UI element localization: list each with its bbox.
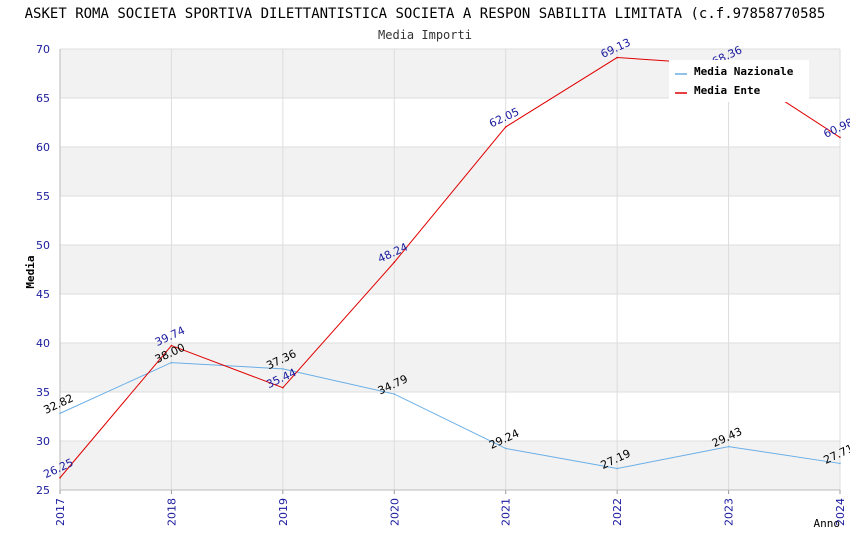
chart-title: ASKET ROMA SOCIETA SPORTIVA DILETTANTIST… xyxy=(25,6,826,22)
series-line-0 xyxy=(59,362,841,470)
x-tick-label: 2024 xyxy=(834,498,847,526)
data-point xyxy=(393,393,396,395)
tick-labels: 25 30 35 40 45 50 55 60 65 70 2017 2018 2019 2020 2021… xyxy=(36,43,847,526)
x-tick-label: 2021 xyxy=(500,498,513,526)
gridlines xyxy=(59,48,841,491)
legend-label-ente: Media Ente xyxy=(694,84,761,97)
y-tick-label: 40 xyxy=(36,337,50,350)
x-tick-label: 2020 xyxy=(388,498,401,526)
data-point xyxy=(282,368,284,370)
axes xyxy=(59,49,841,494)
y-tick-label: 25 xyxy=(36,484,50,497)
data-point xyxy=(393,261,396,264)
data-point xyxy=(282,386,284,389)
x-tick-label: 2017 xyxy=(54,498,67,526)
y-tick-label: 70 xyxy=(36,43,50,56)
data-point xyxy=(170,344,173,347)
background-bands xyxy=(60,49,840,490)
data-point xyxy=(504,126,507,128)
y-tick-label: 55 xyxy=(36,190,50,203)
data-point xyxy=(616,56,618,59)
x-tick-label: 2022 xyxy=(611,498,624,526)
data-point xyxy=(616,467,618,470)
legend-box xyxy=(669,60,809,102)
data-label: 60.98 xyxy=(821,116,850,141)
x-tick-label: 2019 xyxy=(277,498,290,526)
x-tick-label: 2023 xyxy=(723,498,736,526)
data-point xyxy=(59,412,61,415)
band-0 xyxy=(60,441,840,490)
data-point xyxy=(839,136,841,139)
legend: Media Nazionale Media Ente xyxy=(669,60,809,102)
y-tick-label: 60 xyxy=(36,141,50,154)
y-tick-label: 35 xyxy=(36,386,50,399)
y-tick-label: 30 xyxy=(36,435,50,448)
data-label: 62.05 xyxy=(487,105,521,130)
x-tick-label: 2018 xyxy=(165,498,178,526)
y-tick-label: 45 xyxy=(36,288,50,301)
y-tick-label: 50 xyxy=(36,239,50,252)
band-4 xyxy=(60,245,840,294)
band-6 xyxy=(60,147,840,196)
band-2 xyxy=(60,343,840,392)
y-axis-label: Media xyxy=(24,255,37,288)
legend-label-nazionale: Media Nazionale xyxy=(694,65,794,78)
data-point xyxy=(59,476,61,479)
data-point xyxy=(839,462,841,465)
x-axis-label: Anno xyxy=(814,517,841,530)
y-tick-label: 65 xyxy=(36,92,50,105)
data-point xyxy=(727,445,730,448)
data-point xyxy=(504,447,507,450)
chart-subtitle: Media Importi xyxy=(378,28,472,42)
data-point xyxy=(170,361,173,364)
